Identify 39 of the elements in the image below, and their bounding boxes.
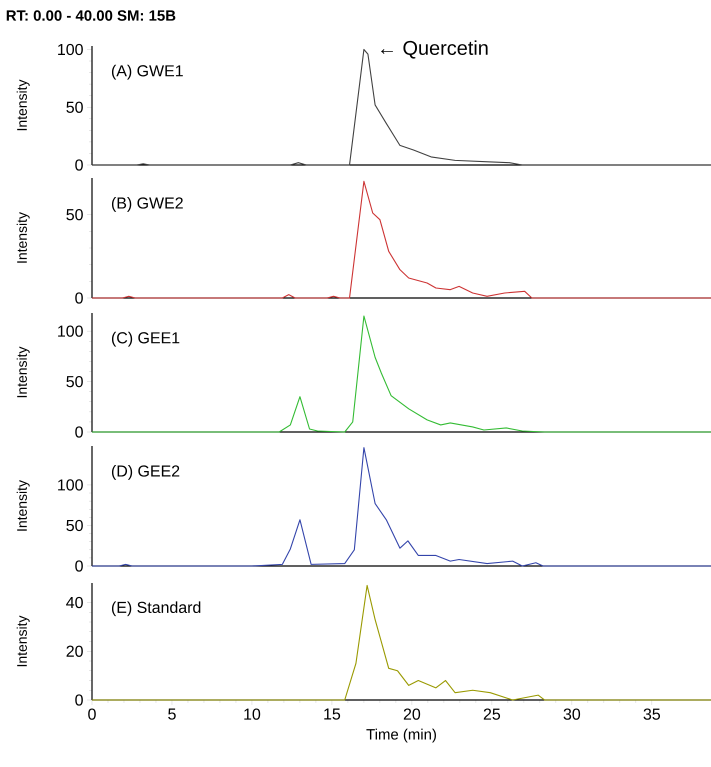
line-series: [91, 180, 711, 299]
annotation: ← Quercetin: [381, 40, 488, 59]
y-tick-label: 100: [58, 479, 83, 491]
text: (E) Standard: [112, 601, 200, 616]
text: RT: 0.00 - 40.00 SM: 15B: [6, 10, 176, 21]
text: (B) GWE2: [112, 196, 183, 212]
y-axis-title: Intensity: [16, 480, 30, 531]
line-series: [91, 315, 711, 433]
x-tick-label: 5: [168, 708, 176, 720]
x-tick-label: 25: [484, 708, 500, 720]
y-tick-label: 50: [66, 376, 83, 388]
y-tick-label: 0: [75, 159, 83, 171]
x-tick-label: 35: [644, 708, 660, 720]
text: (D) GEE2: [112, 464, 180, 480]
line-series: [91, 447, 711, 567]
x-tick-label: 10: [244, 708, 260, 720]
y-tick-label: 50: [66, 209, 83, 220]
y-tick-label: 0: [75, 426, 83, 438]
y-tick-label: 20: [66, 646, 83, 657]
line-series: [91, 584, 711, 701]
y-tick-label: 40: [66, 596, 83, 608]
y-axis-title: Intensity: [16, 212, 30, 263]
y-axis-title: Intensity: [16, 346, 30, 398]
x-tick-label: 15: [324, 708, 340, 720]
text: (C) GEE1: [112, 332, 180, 347]
x-tick-label: 0: [88, 708, 96, 720]
y-tick-label: 0: [75, 292, 83, 304]
x-tick-label: 20: [404, 708, 420, 720]
y-tick-label: 0: [75, 560, 83, 572]
y-tick-label: 0: [75, 694, 83, 706]
y-tick-label: 100: [58, 326, 83, 337]
y-axis-title: Intensity: [16, 80, 30, 130]
y-tick-label: 50: [66, 520, 83, 532]
y-tick-label: 50: [66, 102, 83, 113]
x-tick-label: 30: [564, 708, 580, 720]
text: (A) GWE1: [112, 64, 183, 80]
y-tick-label: 100: [58, 44, 83, 56]
x-axis-title: Time (min): [366, 728, 436, 743]
y-axis-title: Intensity: [16, 616, 30, 666]
